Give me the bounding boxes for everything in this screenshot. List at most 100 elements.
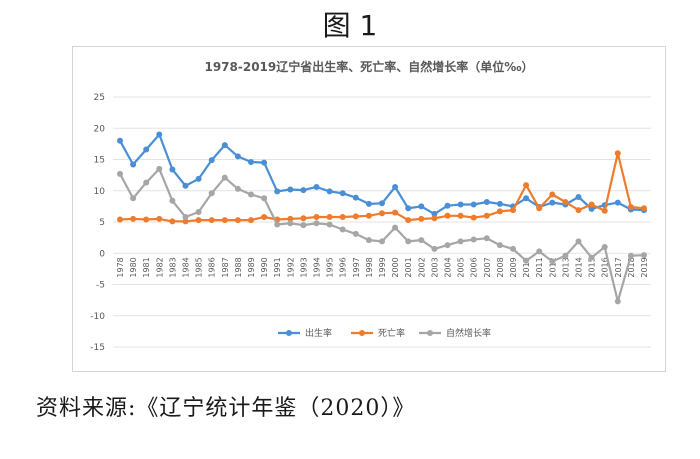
data-point [195,217,202,224]
x-tick-label: 2002 [417,257,426,277]
x-tick-label: 1990 [260,257,269,277]
chart-title: 1978-2019辽宁省出生率、死亡率、自然增长率（单位‰） [204,59,533,74]
data-point [156,215,163,222]
legend-label: 出生率 [305,327,332,339]
x-tick-label: 2018 [627,257,636,277]
data-point [470,214,477,221]
x-tick-label: 1992 [286,257,295,277]
x-tick-label: 2012 [548,257,557,277]
x-tick-label: 1983 [168,257,177,277]
legend-label: 死亡率 [378,327,405,339]
data-point [588,254,595,261]
legend-item-natural: 自然增长率 [419,327,491,339]
data-point [457,201,464,208]
x-tick-label: 2019 [640,257,649,277]
y-tick-label: -5 [96,281,105,291]
y-tick-label: -15 [90,343,105,353]
data-point [248,159,254,165]
data-point [444,242,451,249]
x-tick-label: 1984 [182,257,191,277]
x-tick-label: 1982 [155,257,164,277]
y-tick-label: 15 [94,156,105,166]
legend: 出生率 死亡率 自然增长率 [278,327,491,339]
data-point [221,174,228,181]
data-point [182,182,189,189]
y-tick-label: 20 [94,124,106,134]
data-point [418,215,425,222]
data-point [365,237,372,244]
data-point [248,217,254,224]
x-tick-label: 2001 [404,257,413,277]
data-point [287,220,294,227]
data-point [300,215,307,222]
series-line [119,167,645,303]
data-point [379,238,385,245]
x-tick-label: 2003 [430,257,439,277]
data-point [234,185,241,192]
data-point [365,212,372,219]
data-point [523,257,530,264]
data-point [549,199,556,206]
data-point [614,298,621,305]
data-point [261,159,268,166]
data-point [405,205,412,212]
data-point [195,209,202,215]
source-note: 资料来源:《辽宁统计年鉴（2020）》 [36,396,416,421]
figure-label: 图 1 [322,9,378,42]
series-birth [117,131,647,217]
data-point [313,220,320,227]
data-point [208,157,215,164]
data-point [339,226,346,233]
data-point [248,191,254,198]
x-tick-label: 2013 [561,257,570,277]
x-tick-label: 2007 [483,257,492,277]
x-tick-label: 2016 [601,257,610,277]
series-death [117,150,647,225]
y-tick-label: -10 [90,312,105,322]
x-tick-label: 2014 [575,257,584,277]
x-tick-label: 2005 [457,257,466,277]
data-point [234,217,241,224]
data-point [431,215,438,222]
data-point [352,230,359,237]
data-point [510,245,516,252]
data-point [575,194,582,200]
data-point [339,214,346,220]
legend-marker [286,330,292,336]
data-point [418,203,425,210]
data-point [313,184,320,190]
data-point [627,204,634,210]
data-point [221,217,228,224]
x-tick-label: 1980 [129,257,138,277]
data-point [444,212,451,219]
data-point [431,245,438,252]
legend-item-death: 死亡率 [351,327,405,339]
x-tick-label: 2015 [588,257,597,277]
data-point [496,200,503,207]
data-point [130,215,137,222]
data-point [274,221,281,228]
data-point [392,184,399,190]
data-point [379,200,385,207]
x-tick-label: 1985 [195,257,204,277]
data-point [575,207,582,214]
x-tick-label: 1981 [142,257,151,277]
series-natural [117,165,647,305]
data-point [510,207,516,214]
data-point [496,242,503,249]
data-point [483,199,490,205]
data-point [365,200,372,207]
legend-marker [359,330,365,336]
data-point [562,199,569,205]
data-point [457,212,464,219]
data-point [182,214,189,220]
data-point [326,214,333,220]
data-point [601,244,608,250]
data-point [143,179,150,186]
series-lines [117,131,647,305]
data-point [405,217,412,224]
data-point [549,191,556,198]
x-tick-label: 1998 [365,257,374,277]
data-point [313,214,320,220]
data-point [130,195,137,202]
